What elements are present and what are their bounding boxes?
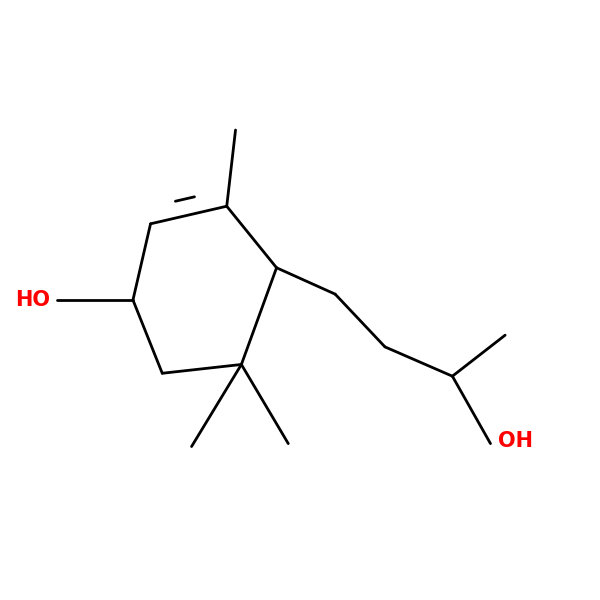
Text: OH: OH <box>497 431 533 451</box>
Text: HO: HO <box>15 290 50 310</box>
